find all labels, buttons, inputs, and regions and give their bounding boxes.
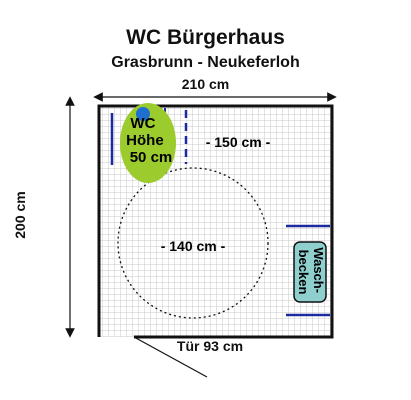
turning-circle-label: - 140 cm - — [161, 238, 226, 254]
diagram-title: WC Bürgerhaus — [126, 26, 285, 49]
width-label: 210 cm — [181, 76, 230, 92]
door-leaf — [133, 336, 208, 378]
toilet-height-label: Höhe — [126, 132, 164, 149]
sink-label-2: becken — [296, 250, 311, 295]
room-walls — [97, 104, 334, 339]
sink — [293, 241, 327, 303]
side-clearance-label: - 150 cm - — [206, 134, 271, 150]
toilet-height-value: 50 cm — [130, 149, 173, 166]
sink-label-1: Wasch- — [311, 247, 326, 293]
toilet-seat-icon — [136, 107, 150, 121]
turning-circle — [117, 167, 269, 319]
toilet-label: WC — [130, 115, 155, 132]
toilet-bowl — [120, 103, 176, 183]
door-width-label: Tür 93 cm — [176, 338, 244, 354]
svg-text:Wasch- becken: Wasch- becken — [296, 247, 326, 296]
diagram-subtitle: Grasbrunn - Neukeferloh — [111, 54, 300, 71]
svg-text:WC Höhe 50 cm: WC Höhe 50 cm — [126, 115, 172, 166]
